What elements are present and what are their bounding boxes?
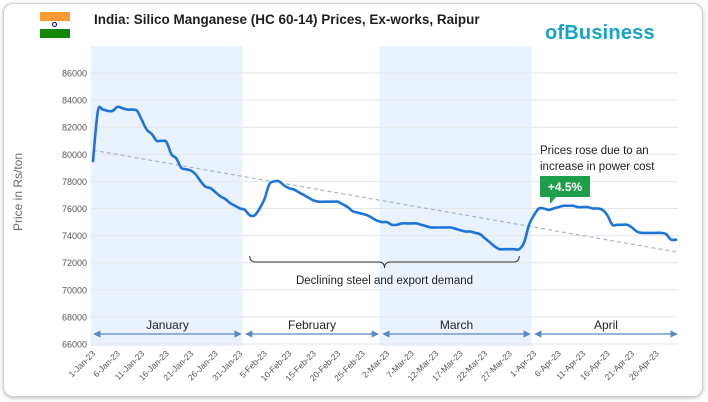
y-tick-label: 72000 <box>62 258 87 268</box>
callout-line-2: increase in power cost <box>540 161 655 173</box>
ashoka-chakra-icon <box>52 21 57 27</box>
bracket-label: Declining steel and export demand <box>296 275 473 287</box>
callout-line-1: Prices rose due to an <box>540 145 649 157</box>
flag-white-stripe <box>40 20 70 30</box>
gridlines <box>91 72 678 345</box>
y-tick-label: 80000 <box>62 150 87 160</box>
y-tick-label: 66000 <box>62 340 87 350</box>
month-arrows: January February March April <box>93 318 678 338</box>
month-label-february: February <box>288 318 336 332</box>
month-label-march: March <box>440 318 473 332</box>
decline-bracket: Declining steel and export demand <box>249 255 520 287</box>
price-series-line <box>91 105 678 251</box>
month-label-april: April <box>594 318 618 332</box>
month-band-march <box>379 46 532 346</box>
badge-shape <box>540 176 590 204</box>
y-tick-label: 70000 <box>62 285 87 295</box>
y-axis-ticks: 66000 68000 70000 72000 74000 76000 78000 80000… <box>62 69 87 350</box>
ofbusiness-logo: ofBusiness <box>545 22 655 44</box>
increase-badge: +4.5% <box>540 176 590 204</box>
y-tick-label: 74000 <box>62 231 87 241</box>
badge-label: +4.5% <box>548 180 583 194</box>
trendline <box>92 149 677 253</box>
x-axis-ticks: 1-Jan-236-Jan-2311-Jan-2316-Jan-2321-Jan… <box>67 348 661 383</box>
y-tick-label: 76000 <box>62 204 87 214</box>
month-band-january <box>90 46 243 346</box>
month-bands <box>90 46 532 346</box>
flag-green-stripe <box>40 29 70 38</box>
y-tick-label: 84000 <box>62 96 87 106</box>
y-axis-label: Price in Rs/ton <box>11 153 25 231</box>
chart-title: India: Silico Manganese (HC 60-14) Price… <box>94 12 480 27</box>
y-tick-label: 68000 <box>62 312 87 322</box>
flag-saffron-stripe <box>40 12 70 21</box>
y-tick-label: 86000 <box>62 69 87 79</box>
y-tick-label: 82000 <box>62 123 87 133</box>
y-tick-label: 78000 <box>62 177 87 187</box>
bracket-shape <box>249 255 520 269</box>
month-label-january: January <box>146 318 189 332</box>
india-flag-icon <box>40 12 70 38</box>
